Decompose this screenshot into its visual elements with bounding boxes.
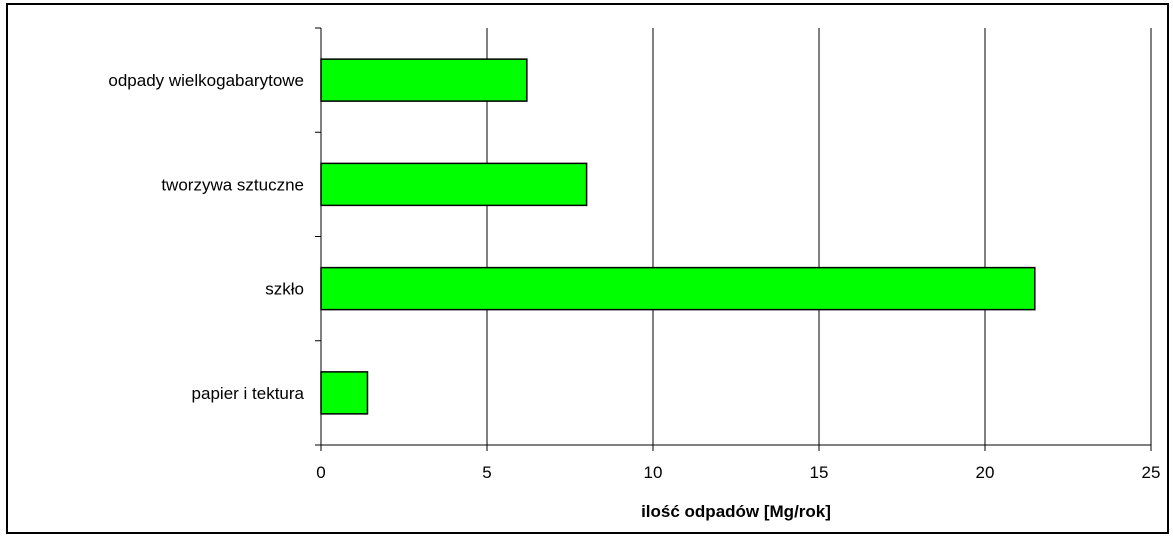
x-tick-label: 20 <box>976 463 995 482</box>
grid-lines <box>486 28 1152 445</box>
bar <box>320 58 528 102</box>
tick-labels: 0 5 10 15 20 25 odpady wielkogabarytowe tworzyw… <box>108 71 1160 482</box>
category-label: odpady wielkogabarytowe <box>108 71 304 90</box>
category-label: papier i tektura <box>192 384 305 403</box>
category-label: tworzywa sztuczne <box>161 175 304 194</box>
bar <box>320 162 588 207</box>
bars <box>320 58 1036 415</box>
x-tick-label: 10 <box>644 463 663 482</box>
axes <box>315 27 1152 451</box>
x-tick-label: 25 <box>1142 463 1161 482</box>
x-tick-label: 5 <box>482 463 491 482</box>
bar <box>320 371 369 415</box>
category-label: szkło <box>265 280 304 299</box>
bar <box>320 266 1036 311</box>
x-axis-title: ilość odpadów [Mg/rok] <box>641 502 831 521</box>
x-tick-label: 0 <box>316 463 325 482</box>
x-tick-label: 15 <box>810 463 829 482</box>
